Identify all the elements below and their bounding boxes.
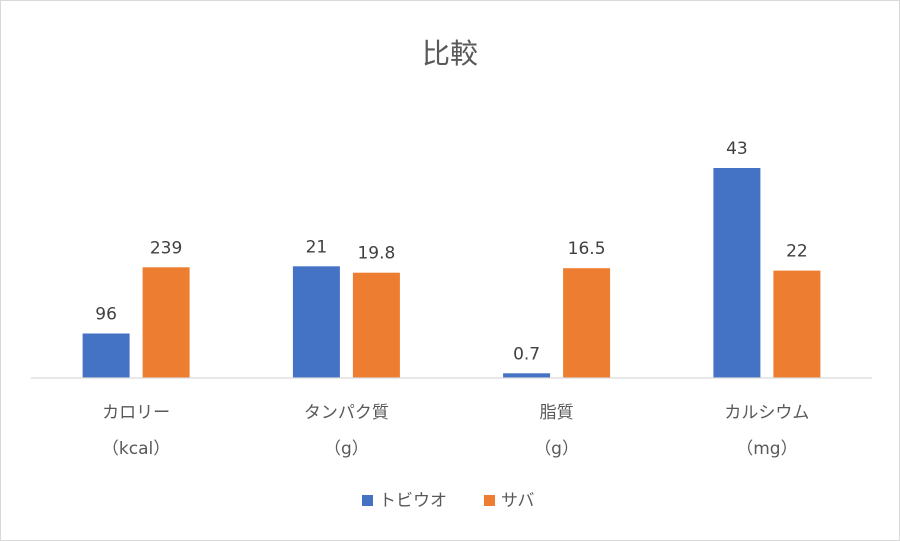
data-labels-layer: 96 239 21 19.8 0.7 16.5 43 22 bbox=[95, 139, 807, 364]
legend-label-tobiuo: トビウオ bbox=[379, 491, 447, 511]
data-label-saba-3: 22 bbox=[786, 242, 808, 262]
data-label-saba-0: 239 bbox=[150, 238, 182, 258]
data-label-tobiuo-2: 0.7 bbox=[513, 344, 540, 364]
x-tick-label-3-1: （mg） bbox=[736, 439, 797, 459]
x-tick-label-3-0: カルシウム bbox=[724, 403, 809, 423]
bar-saba-1 bbox=[352, 272, 400, 378]
bar-tobiuo-3 bbox=[713, 168, 761, 378]
bar-tobiuo-2 bbox=[503, 373, 551, 378]
legend-swatch-saba bbox=[484, 495, 495, 506]
legend-swatch-tobiuo bbox=[362, 495, 373, 506]
bar-saba-3 bbox=[773, 270, 821, 378]
legend: トビウオ サバ bbox=[362, 491, 534, 511]
bar-tobiuo-1 bbox=[292, 266, 340, 378]
x-tick-label-0-1: （kcal） bbox=[102, 439, 170, 459]
legend-label-saba: サバ bbox=[501, 491, 534, 511]
x-tick-label-1-0: タンパク質 bbox=[304, 403, 389, 423]
data-label-saba-2: 16.5 bbox=[568, 239, 606, 259]
data-label-saba-1: 19.8 bbox=[357, 244, 395, 264]
bars-layer bbox=[82, 168, 821, 378]
bar-tobiuo-0 bbox=[82, 333, 130, 378]
x-tick-label-2-0: 脂質 bbox=[540, 403, 574, 423]
data-label-tobiuo-0: 96 bbox=[95, 305, 117, 325]
x-tick-label-2-1: （g） bbox=[534, 439, 579, 459]
bar-saba-0 bbox=[142, 267, 190, 378]
bar-saba-2 bbox=[563, 268, 611, 378]
x-tick-labels: カロリー （kcal） タンパク質 （g） 脂質 （g） カルシウム （mg） bbox=[102, 403, 809, 459]
data-label-tobiuo-1: 21 bbox=[306, 237, 328, 257]
data-label-tobiuo-3: 43 bbox=[726, 139, 748, 159]
chart-title: 比較 bbox=[422, 37, 478, 70]
x-tick-label-0-0: カロリー bbox=[102, 403, 170, 423]
x-tick-label-1-1: （g） bbox=[324, 439, 369, 459]
